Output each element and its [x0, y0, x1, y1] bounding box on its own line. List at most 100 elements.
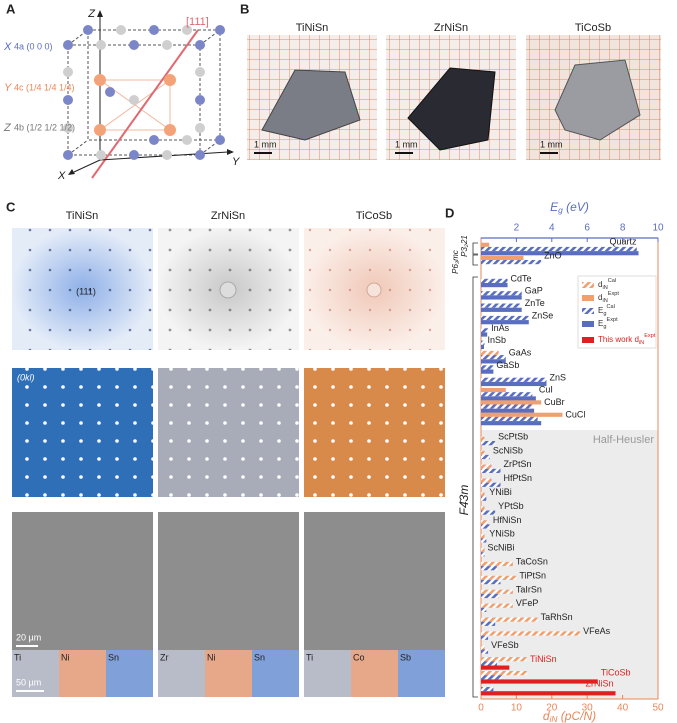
- legend-swatch: [582, 295, 594, 301]
- bar: [481, 661, 497, 666]
- bar: [481, 645, 485, 650]
- bar: [481, 328, 489, 333]
- category-label: ScNiBi: [488, 543, 515, 553]
- bar: [481, 593, 499, 599]
- bar: [481, 617, 538, 622]
- x2-tick-label: 6: [584, 223, 590, 234]
- category-label: TaRhSn: [541, 612, 573, 622]
- sample-photos: [247, 35, 661, 160]
- bar: [481, 416, 538, 422]
- panel-label: C: [6, 199, 16, 214]
- element-label: Co: [353, 652, 365, 662]
- category-label: HfPtSn: [503, 473, 532, 483]
- category-label: ScNiSb: [493, 445, 523, 455]
- legend-label: diNExpt: [598, 291, 619, 304]
- bar: [481, 283, 508, 288]
- x-tick-label: 10: [511, 703, 523, 714]
- bracket: [472, 254, 478, 266]
- bar: [481, 412, 563, 417]
- category-label: ScPtSb: [498, 431, 528, 441]
- column-title: TiCoSb: [356, 210, 392, 222]
- bar: [481, 621, 496, 626]
- category-label: VFeAs: [583, 626, 611, 636]
- bar: [481, 400, 542, 405]
- scale-bar-label: 1 mm: [395, 139, 418, 149]
- bar: [481, 561, 513, 567]
- element-label: Ti: [14, 652, 21, 662]
- bar: [481, 534, 485, 539]
- bar: [481, 436, 485, 441]
- bar: [481, 315, 529, 321]
- bracket: [472, 276, 478, 698]
- bar: [481, 454, 490, 460]
- sample-name: TiCoSb: [575, 22, 611, 34]
- x-axis-label: diN (pC/N): [543, 709, 596, 723]
- x2-tick-label: 8: [620, 223, 626, 234]
- x-tick-label: 40: [617, 703, 629, 714]
- scale-bar-label: 20 µm: [16, 632, 41, 642]
- element-label: Zr: [160, 652, 169, 662]
- category-label: CuCl: [565, 409, 585, 419]
- bar: [481, 679, 598, 684]
- category-label: TaCoSn: [516, 556, 548, 566]
- category-label: CuI: [539, 385, 553, 395]
- x-tick-label: 20: [546, 703, 558, 714]
- x-tick-label: 30: [582, 703, 594, 714]
- sample-name: TiNiSn: [296, 22, 329, 34]
- category-label: TiCoSb: [601, 668, 631, 678]
- category-label: ZnO: [544, 250, 562, 260]
- category-label: YNiBi: [489, 487, 512, 497]
- space-group: P3₂21: [460, 235, 469, 257]
- element-label: Ni: [61, 652, 70, 662]
- bar: [481, 671, 528, 676]
- spot-label: (111): [76, 286, 96, 296]
- category-label: Quartz: [610, 236, 638, 246]
- bar: [481, 635, 489, 640]
- category-label: InAs: [491, 323, 510, 333]
- bar: [481, 340, 485, 345]
- bar: [481, 396, 536, 401]
- bar: [481, 603, 513, 608]
- category-label: TiPtSn: [519, 570, 546, 580]
- category-label: GaSb: [496, 360, 519, 370]
- bar: [481, 492, 485, 497]
- category-label: ZnS: [549, 372, 566, 382]
- bar: [481, 464, 492, 469]
- space-group: P6₃mc: [451, 250, 460, 274]
- legend-swatch: [582, 321, 594, 327]
- site-wyckoff: 4b (1/2 1/2 1/2): [14, 122, 75, 132]
- element-label: Sn: [254, 652, 265, 662]
- category-label: YNiSb: [489, 529, 515, 539]
- bar: [481, 242, 490, 247]
- direction-label: [111]: [186, 16, 209, 28]
- bar: [481, 404, 533, 409]
- bar: [481, 303, 520, 308]
- bar: [481, 580, 501, 585]
- panel-label: B: [240, 1, 249, 16]
- bar: [481, 421, 542, 426]
- category-label: CuBr: [544, 397, 565, 407]
- bar: [481, 332, 488, 337]
- x2-tick-label: 2: [514, 223, 520, 234]
- x2-tick-label: 4: [549, 223, 555, 234]
- site-wyckoff: 4a (0 0 0): [14, 41, 53, 51]
- bar: [481, 520, 489, 525]
- category-label: VFeSb: [491, 640, 519, 650]
- bar: [481, 548, 485, 553]
- site-symbol: Z: [3, 122, 12, 134]
- legend-swatch: [582, 308, 594, 314]
- bar: [481, 392, 533, 397]
- bar: [481, 538, 487, 543]
- bar: [481, 255, 524, 260]
- bar: [481, 381, 547, 387]
- scale-bar-label: 1 mm: [540, 139, 563, 149]
- bar: [481, 607, 487, 612]
- axis-y: Y: [232, 156, 240, 168]
- bar: [481, 251, 639, 256]
- bar: [481, 408, 535, 413]
- chart: Half-Heusler 0 10 20 30 40 50 2 4 6 8 10 diN (pC/N) E…: [451, 200, 664, 723]
- legend-label: EgExpt: [598, 317, 618, 330]
- legend-swatch: [582, 337, 594, 343]
- scale-bar-label: 1 mm: [254, 139, 277, 149]
